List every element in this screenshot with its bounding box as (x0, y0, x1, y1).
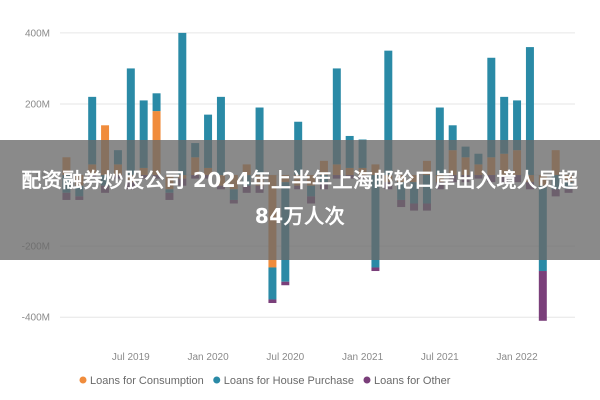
bar-segment (487, 57, 496, 158)
legend-marker (363, 376, 371, 384)
bar-segment (268, 267, 277, 300)
x-tick-label: Jul 2021 (421, 352, 459, 363)
bar-segment (525, 47, 534, 176)
legend-label: Loans for Consumption (90, 375, 204, 387)
bar-segment (88, 96, 97, 165)
legend: Loans for Consumption Loans for House Pur… (79, 375, 451, 387)
bar-segment (152, 93, 161, 112)
bar-segment (371, 267, 380, 272)
bar-segment (126, 68, 135, 176)
x-tick-label: Jan 2021 (342, 352, 384, 363)
bar-segment (513, 100, 522, 151)
headline-banner: 配资融券炒股公司 2024年上半年上海邮轮口岸出入境人员超84万人次 (0, 140, 600, 260)
bar-segment (178, 32, 187, 176)
bar-segment (384, 50, 393, 176)
bar-segment (281, 281, 290, 286)
y-tick-label: 200M (25, 99, 50, 110)
x-tick-label: Jan 2022 (496, 352, 538, 363)
x-tick-label: Jul 2020 (266, 352, 304, 363)
bar-segment (216, 96, 225, 176)
x-tick-label: Jul 2019 (112, 352, 150, 363)
legend-marker (213, 376, 221, 384)
x-tick-label: Jan 2020 (187, 352, 229, 363)
legend-marker (79, 376, 87, 384)
legend-label: Loans for Other (374, 375, 451, 387)
bar-segment (332, 68, 341, 165)
bar-segment (538, 271, 547, 321)
headline-title: 配资融券炒股公司 2024年上半年上海邮轮口岸出入境人员超84万人次 (21, 168, 579, 228)
bar-segment (500, 96, 509, 154)
bar-segment (268, 299, 277, 304)
x-axis-tick-labels: Jul 2019 Jan 2020 Jul 2020 Jan 2021 Jul 2021… (112, 352, 538, 363)
bar-segment (139, 100, 148, 168)
bar-segment (448, 125, 457, 151)
y-tick-label: 400M (25, 28, 50, 39)
legend-label: Loans for House Purchase (224, 375, 354, 387)
y-tick-label: -400M (22, 313, 50, 324)
